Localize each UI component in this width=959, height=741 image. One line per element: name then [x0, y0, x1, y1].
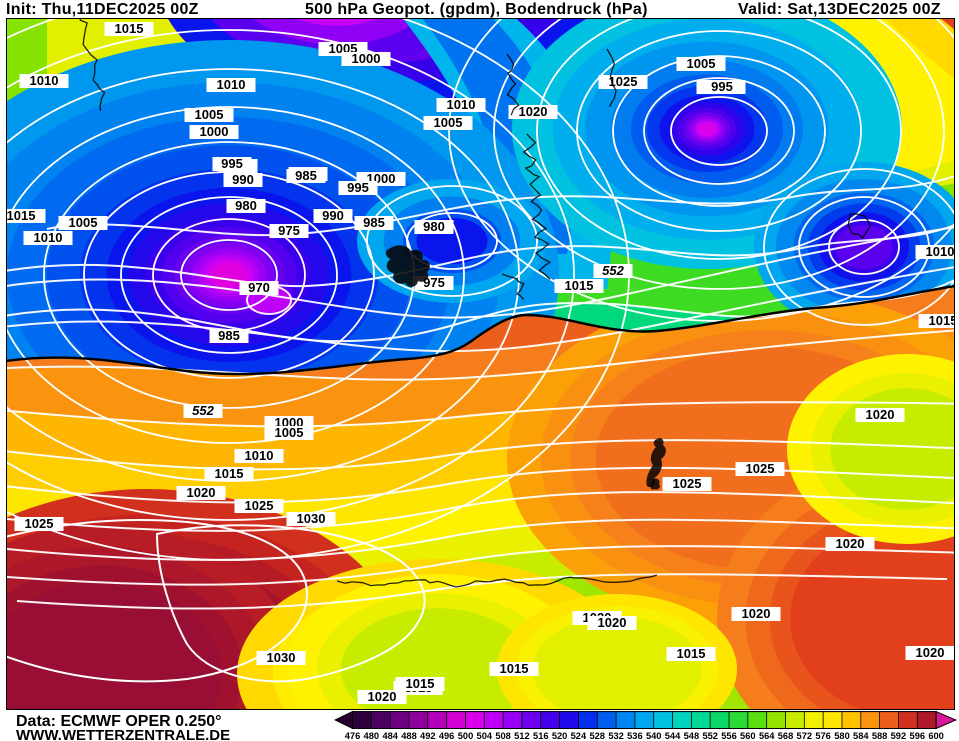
svg-text:500: 500 [458, 731, 474, 741]
svg-text:1010: 1010 [245, 448, 274, 463]
svg-text:1025: 1025 [746, 461, 775, 476]
svg-text:516: 516 [533, 731, 549, 741]
svg-text:1015: 1015 [677, 646, 706, 661]
svg-text:540: 540 [646, 731, 662, 741]
svg-text:588: 588 [872, 731, 888, 741]
svg-text:488: 488 [401, 731, 417, 741]
svg-text:508: 508 [495, 731, 511, 741]
svg-text:1015: 1015 [7, 208, 35, 223]
svg-text:552: 552 [192, 403, 214, 418]
svg-text:1010: 1010 [447, 97, 476, 112]
svg-text:980: 980 [423, 219, 445, 234]
svg-text:576: 576 [815, 731, 831, 741]
svg-text:1005: 1005 [275, 425, 304, 440]
svg-text:512: 512 [514, 731, 530, 741]
svg-text:1020: 1020 [187, 485, 216, 500]
svg-text:1015: 1015 [565, 278, 594, 293]
svg-text:1015: 1015 [406, 676, 435, 691]
svg-text:1015: 1015 [500, 661, 529, 676]
svg-text:1010: 1010 [34, 230, 63, 245]
svg-text:544: 544 [665, 731, 681, 741]
svg-text:504: 504 [477, 731, 493, 741]
svg-text:572: 572 [797, 731, 813, 741]
svg-text:1020: 1020 [866, 407, 895, 422]
svg-text:532: 532 [608, 731, 624, 741]
svg-text:1020: 1020 [916, 645, 945, 660]
svg-text:985: 985 [295, 168, 317, 183]
svg-text:1025: 1025 [609, 74, 638, 89]
svg-text:552: 552 [602, 263, 624, 278]
svg-text:1020: 1020 [519, 104, 548, 119]
svg-text:564: 564 [759, 731, 775, 741]
svg-text:1010: 1010 [926, 244, 954, 259]
svg-text:552: 552 [702, 731, 718, 741]
svg-text:980: 980 [235, 198, 257, 213]
svg-text:995: 995 [347, 180, 369, 195]
svg-text:492: 492 [420, 731, 436, 741]
svg-text:1025: 1025 [245, 498, 274, 513]
svg-text:528: 528 [589, 731, 605, 741]
svg-text:1015: 1015 [115, 21, 144, 36]
svg-text:1025: 1025 [673, 476, 702, 491]
svg-text:520: 520 [552, 731, 568, 741]
svg-text:1020: 1020 [598, 615, 627, 630]
svg-text:1020: 1020 [836, 536, 865, 551]
svg-text:1005: 1005 [687, 56, 716, 71]
svg-text:1010: 1010 [217, 77, 246, 92]
svg-text:580: 580 [834, 731, 850, 741]
svg-text:1000: 1000 [352, 51, 381, 66]
svg-text:568: 568 [778, 731, 794, 741]
svg-text:524: 524 [571, 731, 587, 741]
svg-text:1020: 1020 [742, 606, 771, 621]
svg-text:560: 560 [740, 731, 756, 741]
svg-text:1005: 1005 [195, 107, 224, 122]
svg-text:476: 476 [345, 731, 361, 741]
svg-text:1030: 1030 [297, 511, 326, 526]
svg-text:1020: 1020 [368, 689, 397, 704]
svg-text:985: 985 [218, 328, 240, 343]
svg-text:995: 995 [711, 79, 733, 94]
svg-text:1015: 1015 [929, 313, 954, 328]
svg-text:548: 548 [684, 731, 700, 741]
svg-text:484: 484 [382, 731, 398, 741]
svg-text:995: 995 [221, 156, 243, 171]
svg-text:584: 584 [853, 731, 869, 741]
svg-text:1015: 1015 [215, 466, 244, 481]
svg-text:1000: 1000 [200, 124, 229, 139]
svg-text:1025: 1025 [25, 516, 54, 531]
svg-text:600: 600 [928, 731, 944, 741]
svg-text:596: 596 [910, 731, 926, 741]
svg-text:1005: 1005 [69, 215, 98, 230]
svg-text:480: 480 [364, 731, 380, 741]
svg-text:985: 985 [363, 215, 385, 230]
svg-text:556: 556 [721, 731, 737, 741]
svg-text:536: 536 [627, 731, 643, 741]
svg-text:990: 990 [232, 172, 254, 187]
svg-text:975: 975 [278, 223, 300, 238]
svg-text:1005: 1005 [434, 115, 463, 130]
svg-text:1030: 1030 [267, 650, 296, 665]
svg-text:970: 970 [248, 280, 270, 295]
svg-text:592: 592 [891, 731, 907, 741]
svg-text:496: 496 [439, 731, 455, 741]
svg-text:990: 990 [322, 208, 344, 223]
svg-text:1010: 1010 [30, 73, 59, 88]
